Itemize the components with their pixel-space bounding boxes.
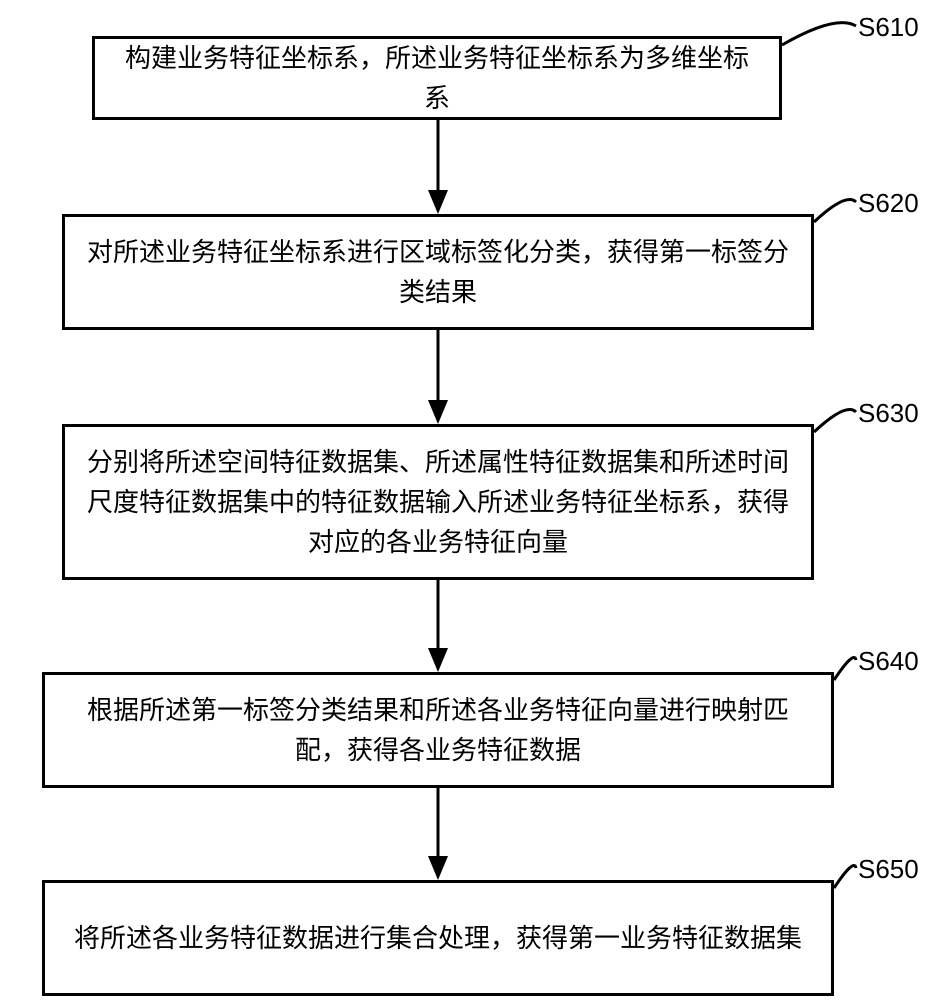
- arrowhead-icon: [428, 190, 448, 214]
- arrowhead-icon: [428, 856, 448, 880]
- step-label-n3: S630: [858, 398, 919, 429]
- step-label-n4: S640: [858, 646, 919, 677]
- arrowhead-icon: [428, 400, 448, 424]
- flow-node-n3: 分别将所述空间特征数据集、所述属性特征数据集和所述时间尺度特征数据集中的特征数据…: [62, 424, 814, 580]
- arrowhead-icon: [428, 648, 448, 672]
- flow-node-n4: 根据所述第一标签分类结果和所述各业务特征向量进行映射匹配，获得各业务特征数据: [42, 672, 834, 788]
- flow-node-text: 将所述各业务特征数据进行集合处理，获得第一业务特征数据集: [74, 918, 802, 958]
- step-label-n1: S610: [858, 12, 919, 43]
- step-label-n2: S620: [858, 188, 919, 219]
- step-label-n5: S650: [858, 854, 919, 885]
- flowchart-canvas: 构建业务特征坐标系，所述业务特征坐标系为多维坐标系对所述业务特征坐标系进行区域标…: [0, 0, 930, 1000]
- flow-node-text: 构建业务特征坐标系，所述业务特征坐标系为多维坐标系: [113, 38, 761, 119]
- flow-node-text: 对所述业务特征坐标系进行区域标签化分类，获得第一标签分类结果: [83, 232, 793, 313]
- flow-node-text: 根据所述第一标签分类结果和所述各业务特征向量进行映射匹配，获得各业务特征数据: [63, 690, 813, 771]
- callout-connector-n2: [814, 200, 856, 223]
- flow-node-n2: 对所述业务特征坐标系进行区域标签化分类，获得第一标签分类结果: [62, 214, 814, 330]
- flow-node-text: 分别将所述空间特征数据集、所述属性特征数据集和所述时间尺度特征数据集中的特征数据…: [83, 442, 793, 563]
- callout-connector-n3: [814, 410, 856, 433]
- flow-node-n1: 构建业务特征坐标系，所述业务特征坐标系为多维坐标系: [92, 36, 782, 120]
- callout-connector-n1: [782, 23, 856, 45]
- callout-connector-n5: [834, 866, 856, 889]
- flow-node-n5: 将所述各业务特征数据进行集合处理，获得第一业务特征数据集: [42, 880, 834, 996]
- callout-connector-n4: [834, 658, 856, 681]
